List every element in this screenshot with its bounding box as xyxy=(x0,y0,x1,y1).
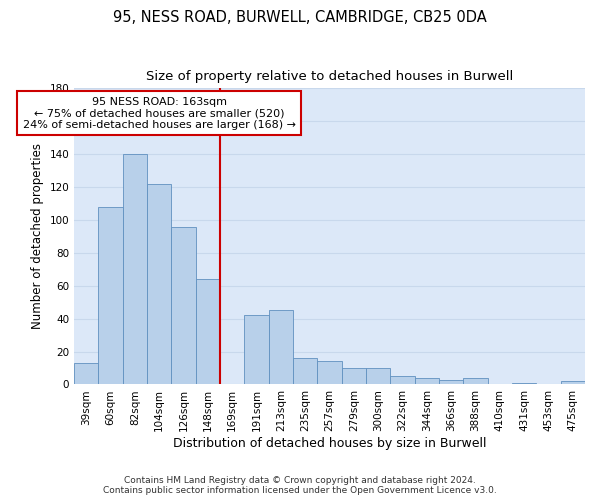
Bar xyxy=(293,358,317,384)
Title: Size of property relative to detached houses in Burwell: Size of property relative to detached ho… xyxy=(146,70,513,83)
Bar xyxy=(244,316,269,384)
Bar xyxy=(74,363,98,384)
Bar xyxy=(269,310,293,384)
Bar xyxy=(317,362,341,384)
Y-axis label: Number of detached properties: Number of detached properties xyxy=(31,144,44,330)
Bar xyxy=(463,378,488,384)
Bar xyxy=(341,368,366,384)
Text: Contains HM Land Registry data © Crown copyright and database right 2024.
Contai: Contains HM Land Registry data © Crown c… xyxy=(103,476,497,495)
Bar xyxy=(196,279,220,384)
Bar xyxy=(512,383,536,384)
Bar xyxy=(122,154,147,384)
Bar xyxy=(147,184,172,384)
Text: 95, NESS ROAD, BURWELL, CAMBRIDGE, CB25 0DA: 95, NESS ROAD, BURWELL, CAMBRIDGE, CB25 … xyxy=(113,10,487,25)
Bar xyxy=(439,380,463,384)
Text: 95 NESS ROAD: 163sqm
← 75% of detached houses are smaller (520)
24% of semi-deta: 95 NESS ROAD: 163sqm ← 75% of detached h… xyxy=(23,96,296,130)
Bar xyxy=(560,381,585,384)
Bar xyxy=(98,207,122,384)
Bar xyxy=(366,368,391,384)
Bar xyxy=(415,378,439,384)
Bar xyxy=(391,376,415,384)
Bar xyxy=(172,226,196,384)
X-axis label: Distribution of detached houses by size in Burwell: Distribution of detached houses by size … xyxy=(173,437,486,450)
